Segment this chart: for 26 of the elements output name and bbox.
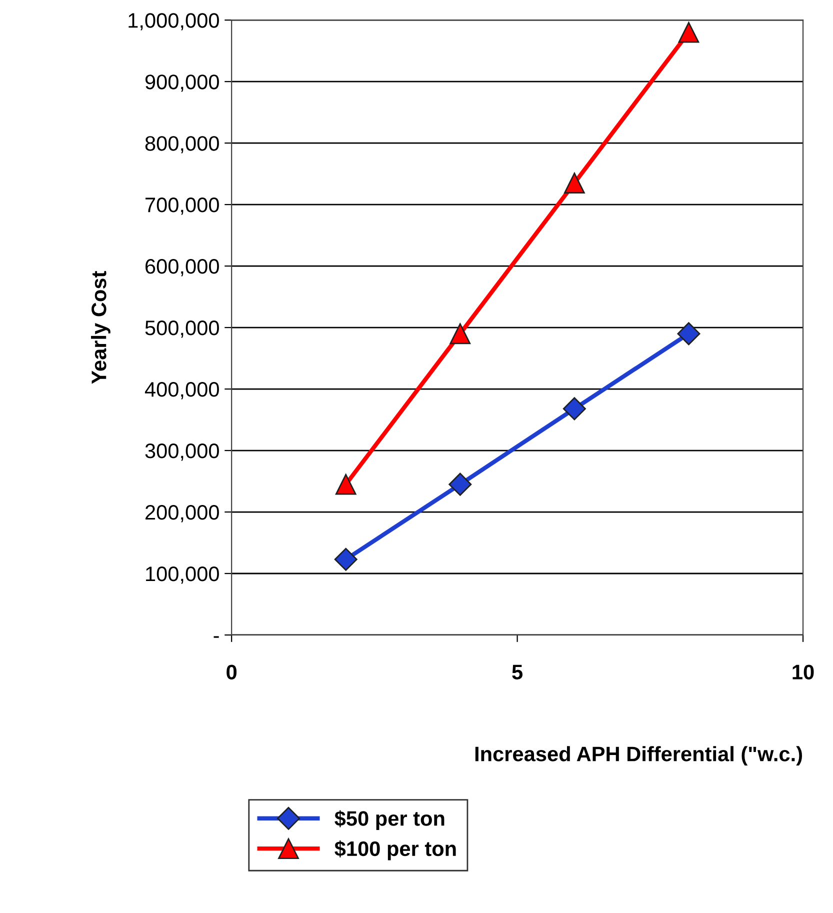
y-tick-label: 500,000 (145, 320, 219, 338)
y-tick-label: 100,000 (146, 566, 219, 584)
point (450, 323, 471, 344)
y-tick-label: 700,000 (146, 198, 219, 215)
y-axis-title: Yearly Cost (91, 271, 110, 384)
y-tick-label: 600,000 (146, 259, 219, 276)
y-tick-label: 400,000 (144, 382, 219, 400)
legend-label: $50 per ton (334, 810, 444, 830)
point (335, 474, 356, 495)
point (334, 548, 358, 571)
point (677, 322, 700, 346)
point (678, 22, 700, 43)
y-tick-label: 800,000 (145, 136, 219, 154)
point (564, 172, 585, 194)
y-tick-label: 900,000 (145, 74, 219, 92)
y-tick-label: 300,000 (145, 444, 219, 461)
y-tick-label: - (214, 636, 219, 638)
point (448, 472, 472, 496)
legend-label: $100 per ton (334, 840, 456, 860)
x-axis-title: Increased APH Differential ("w.c.) (475, 746, 802, 766)
point (562, 397, 586, 420)
x-tick-label: 10 (792, 664, 814, 680)
y-tick-label: 1,000,000 (128, 13, 219, 30)
x-tick-label: 0 (226, 664, 237, 680)
y-tick-label: 200,000 (146, 505, 219, 522)
x-tick-label: 5 (512, 664, 523, 680)
